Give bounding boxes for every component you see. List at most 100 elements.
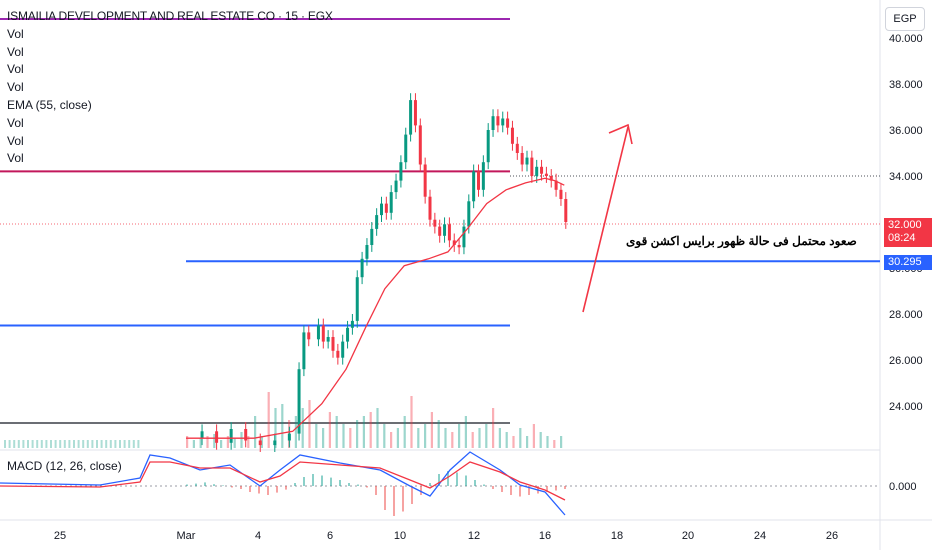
volume-bar [274,408,277,448]
macd-zero-label: 0.000 [889,481,917,493]
candle-body [447,224,451,241]
macd-histogram-bar [267,486,269,495]
volume-bar [464,416,467,448]
candle-body [273,440,277,446]
legend-item[interactable]: Vol [7,62,24,77]
candle-body [370,228,374,245]
volume-bar [512,436,515,448]
candle-body [316,325,320,340]
macd-histogram-bar [492,486,494,489]
volume-bar [114,440,117,448]
volume-bar [31,440,34,448]
candle-body [409,100,413,135]
volume-bar [132,440,135,448]
macd-histogram-bar [186,484,188,486]
volume-bar [109,440,112,448]
candle-body [346,327,350,342]
time-tick-label: 6 [327,530,333,542]
candle-body [486,130,490,163]
macd-histogram-bar [204,482,206,486]
annotation-text[interactable]: صعود محتمل فى حالة ظهور برايس اكشن قوى [626,234,857,248]
macd-histogram-bar [546,486,548,492]
volume-bar [254,416,257,448]
volume-bar [356,420,359,448]
macd-histogram-bar [312,474,314,486]
candle-body [287,433,291,441]
volume-bar [192,440,195,448]
price-tick-label: 24.000 [889,401,923,413]
candle-body [399,162,403,181]
volume-bar [444,428,447,448]
candle-body [258,440,262,446]
macd-histogram-bar [429,483,431,486]
macd-histogram-bar [564,486,566,489]
candle-body [530,157,534,176]
candle-body [462,226,466,248]
volume-bar [50,440,52,448]
legend-item[interactable]: Vol [7,115,24,130]
macd-histogram-bar [447,471,449,486]
macd-histogram-bar [555,486,557,491]
volume-bar [213,434,216,448]
volume-bar [54,440,57,448]
volume-bar [226,436,229,448]
legend-item[interactable]: Vol [7,133,24,148]
volume-bar [86,440,89,448]
currency-button[interactable]: EGP [885,7,925,31]
legend-item[interactable]: Vol [7,151,24,166]
volume-bar [417,428,420,448]
candle-body [326,337,330,342]
macd-histogram-bar [420,486,422,495]
candle-body [380,203,383,216]
volume-bar [119,440,121,448]
candle-body [467,201,471,227]
candle-body [457,245,461,248]
macd-histogram-bar [240,486,242,489]
candle-body [394,180,398,193]
candle-body [375,215,379,229]
time-tick-label: 18 [611,530,623,542]
macd-histogram-bar [357,484,359,486]
legend-item[interactable]: Vol [7,44,24,59]
volume-bar [63,440,66,448]
level-badge: 30.295 [884,255,932,270]
volume-bar [206,436,209,448]
ema-line [186,177,565,439]
volume-bar [27,440,29,448]
candle-body [554,180,558,190]
volume-bar [403,416,406,448]
volume-bar [100,440,103,448]
candle-body [477,171,480,190]
candle-body [389,192,393,213]
candle-body [515,143,519,153]
candle-body [244,429,248,441]
volume-bar [186,436,189,448]
volume-bar [376,408,379,448]
volume-bar [349,428,352,448]
time-tick-label: 10 [394,530,406,542]
volume-bar [390,432,393,448]
price-tick-label: 28.000 [889,309,923,321]
macd-legend[interactable]: MACD (12, 26, close) [7,459,122,473]
candle-body [520,153,524,165]
macd-histogram-bar [528,486,530,495]
legend-item[interactable]: Vol [7,26,24,41]
candle-body [428,196,432,220]
last-price-value: 32.000 [888,219,922,231]
legend-item-ema[interactable]: EMA (55, close) [7,97,92,112]
macd-histogram-bar [348,483,350,486]
candle-body [491,116,495,130]
time-tick-label: 16 [539,530,551,542]
volume-bar [458,424,461,448]
candle-body [365,245,369,259]
macd-histogram-bar [222,485,224,486]
volume-bar [45,440,48,448]
volume-bar [492,408,495,448]
candle-body [200,431,204,439]
candle-body [350,320,354,328]
candle-body [384,203,388,213]
candle-body [472,171,476,202]
volume-bar [233,438,236,448]
last-price-badge: 32.000 08:24 [884,218,932,247]
legend-item[interactable]: Vol [7,80,24,95]
